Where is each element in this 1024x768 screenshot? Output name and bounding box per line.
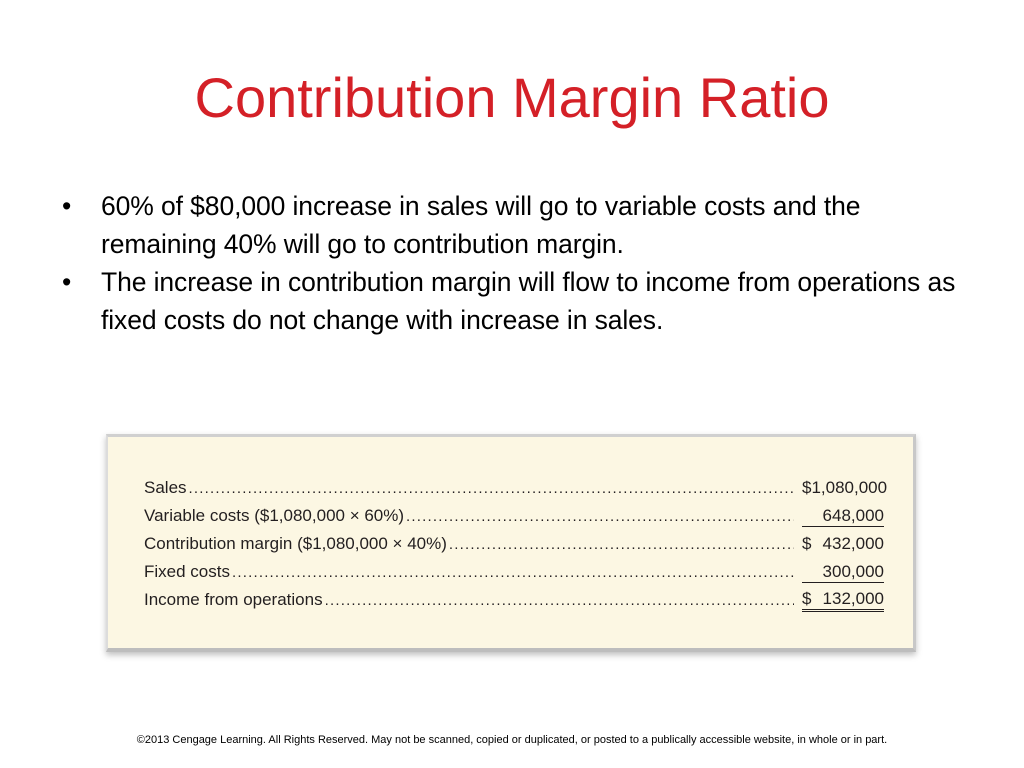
currency-symbol: $ <box>802 534 812 553</box>
row-label: Income from operations <box>144 590 323 609</box>
row-label: Fixed costs <box>144 562 230 581</box>
bullet-symbol: • <box>62 191 72 221</box>
income-statement-table: Sales $1,080,000 Variable costs ($1,080,… <box>144 474 888 614</box>
table-row: Fixed costs 300,000 <box>144 558 884 586</box>
amount-value: 132,000 <box>822 588 884 608</box>
row-amount: $ 432,000 <box>802 534 884 554</box>
currency-symbol: $ <box>802 588 812 608</box>
leader-dots <box>449 536 794 553</box>
copyright-footer: ©2013 Cengage Learning. All Rights Reser… <box>136 734 888 746</box>
bullet-item: • The increase in contribution margin wi… <box>62 263 972 339</box>
row-label: Variable costs ($1,080,000 × 60%) <box>144 506 405 525</box>
table-row: Variable costs ($1,080,000 × 60%) 648,00… <box>144 502 884 530</box>
row-amount: $ 132,000 <box>802 589 884 612</box>
row-label: Contribution margin ($1,080,000 × 40%) <box>144 534 447 553</box>
income-statement-panel: Sales $1,080,000 Variable costs ($1,080,… <box>106 434 916 652</box>
leader-dots <box>232 564 794 581</box>
row-amount: 648,000 <box>802 506 884 527</box>
bullet-symbol: • <box>62 267 72 297</box>
row-label: Sales <box>144 478 187 497</box>
table-row: Sales $1,080,000 <box>144 474 888 502</box>
amount-value: 300,000 <box>822 561 884 581</box>
table-row: Income from operations $ 132,000 <box>144 586 884 614</box>
table-row: Contribution margin ($1,080,000 × 40%) $… <box>144 530 884 558</box>
row-amount: $1,080,000 <box>802 478 888 498</box>
bullet-list: • 60% of $80,000 increase in sales will … <box>62 187 972 339</box>
amount-value: 648,000 <box>822 505 884 525</box>
slide-title: Contribution Margin Ratio <box>194 66 830 129</box>
amount-value: $1,080,000 <box>802 478 888 497</box>
row-amount: 300,000 <box>802 562 884 583</box>
amount-value: 432,000 <box>822 534 884 553</box>
bullet-item: • 60% of $80,000 increase in sales will … <box>62 187 972 263</box>
leader-dots <box>189 480 794 497</box>
leader-dots <box>325 592 794 609</box>
leader-dots <box>406 508 794 525</box>
bullet-text: The increase in contribution margin will… <box>101 267 956 335</box>
bullet-text: 60% of $80,000 increase in sales will go… <box>101 191 861 259</box>
